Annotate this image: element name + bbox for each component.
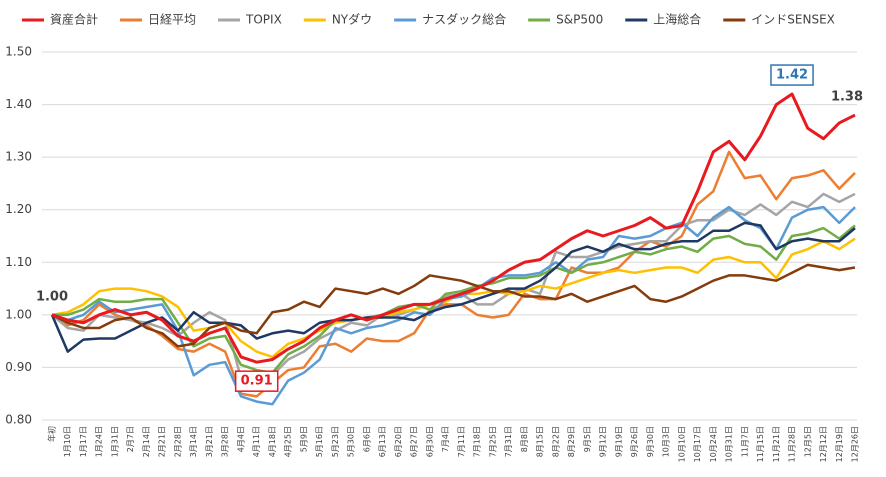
x-tick-label: 5月23日 [331, 426, 340, 457]
legend-item: 資産合計 [22, 12, 98, 27]
y-tick-label: 1.40 [5, 97, 32, 111]
legend-label: 資産合計 [50, 12, 98, 27]
x-tick-label: 4月18日 [268, 426, 277, 457]
x-tick-label: 7月31日 [504, 426, 513, 457]
x-tick-label: 6月6日 [362, 426, 371, 452]
x-tick-label: 11月7日 [740, 426, 749, 457]
x-tick-label: 9月19日 [614, 426, 623, 457]
data-label: 0.91 [234, 370, 279, 392]
data-label-box [770, 64, 814, 86]
series-line [52, 224, 856, 374]
legend-item: インドSENSEX [723, 13, 835, 27]
data-label: 1.00 [36, 289, 68, 304]
x-tick-label: 7月25日 [488, 426, 497, 457]
legend-item: 日経平均 [120, 13, 196, 27]
x-tick-label: 4月11日 [252, 426, 261, 457]
x-tick-label: 5月30日 [347, 426, 356, 457]
x-tick-label: 11月21日 [772, 426, 781, 462]
data-label-text: 1.00 [36, 289, 68, 304]
x-tick-label: 年初 [47, 426, 57, 442]
series-line [51, 263, 856, 348]
x-tick-label: 9月26日 [630, 426, 639, 457]
x-tick-label: 2月21日 [158, 426, 167, 457]
x-tick-label: 5月16日 [315, 426, 324, 457]
y-tick-label: 1.30 [5, 150, 32, 164]
x-tick-label: 2月28日 [173, 426, 182, 457]
y-tick-label: 0.90 [5, 360, 32, 374]
x-tick-label: 7月11日 [457, 426, 466, 457]
x-tick-label: 8月15日 [536, 426, 545, 457]
x-tick-label: 11月15日 [756, 426, 765, 462]
x-tick-label: 6月13日 [378, 426, 387, 457]
legend-label: ナスダック総合 [422, 12, 506, 27]
legend-label: TOPIX [245, 13, 282, 27]
y-tick-label: 1.10 [5, 255, 32, 269]
legend-label: NYダウ [332, 12, 372, 27]
data-label-text: 1.42 [776, 68, 808, 83]
x-tick-label: 9月5日 [583, 426, 592, 452]
series-line [51, 150, 856, 398]
data-label-text: 1.38 [831, 90, 863, 105]
x-tick-label: 2月7日 [126, 426, 135, 452]
x-tick-label: 10月31日 [725, 426, 734, 462]
x-tick-label: 9月30日 [646, 426, 655, 457]
x-tick-label: 8月8日 [520, 426, 529, 452]
legend-item: ナスダック総合 [394, 12, 506, 27]
x-tick-label: 12月19日 [835, 426, 844, 462]
x-tick-label: 10月10日 [677, 426, 686, 462]
x-tick-label: 1月10日 [63, 426, 72, 457]
series-line [50, 221, 856, 353]
x-tick-label: 3月14日 [189, 426, 198, 457]
legend-item: 上海総合 [625, 12, 701, 27]
x-tick-label: 2月14日 [142, 426, 151, 457]
y-tick-label: 1.50 [5, 45, 32, 59]
legend-label: S&P500 [556, 13, 603, 27]
y-tick-label: 1.00 [5, 307, 32, 321]
x-tick-label: 10月17日 [693, 426, 702, 462]
x-tick-label: 1月17日 [79, 426, 88, 457]
x-tick-label: 10月24日 [709, 426, 718, 462]
x-tick-label: 6月20日 [394, 426, 403, 457]
x-tick-label: 12月5日 [803, 426, 812, 457]
data-label: 1.38 [831, 90, 863, 105]
series-line [51, 192, 856, 390]
data-label-text: 0.91 [241, 374, 273, 389]
x-tick-label: 10月3日 [662, 426, 671, 457]
x-tick-label: 9月12日 [599, 426, 608, 457]
x-tick-label: 4月25日 [284, 426, 293, 457]
x-tick-label: 3月28日 [221, 426, 230, 457]
x-tick-label: 8月22日 [551, 426, 560, 457]
x-tick-label: 12月26日 [851, 426, 860, 462]
x-tick-label: 4月4日 [236, 426, 245, 452]
legend-item: NYダウ [303, 12, 372, 27]
x-tick-label: 11月28日 [788, 426, 797, 462]
x-tick-label: 1月31日 [110, 426, 119, 457]
x-tick-label: 1月24日 [95, 426, 104, 457]
x-tick-label: 6月27日 [410, 426, 419, 457]
legend-label: 上海総合 [653, 12, 701, 27]
legend-label: インドSENSEX [751, 13, 835, 27]
data-label-box [234, 370, 279, 392]
x-tick-label: 5月9日 [299, 426, 308, 452]
x-tick-label: 7月18日 [473, 426, 482, 457]
data-label: 1.42 [770, 64, 814, 86]
x-tick-label: 6月30日 [425, 426, 434, 457]
x-tick-label: 12月12日 [819, 426, 828, 462]
y-tick-label: 0.80 [5, 413, 32, 427]
legend-item: S&P500 [528, 13, 603, 27]
legend-label: 日経平均 [148, 13, 196, 27]
y-tick-label: 1.20 [5, 202, 32, 216]
x-tick-label: 7月4日 [441, 426, 450, 452]
x-tick-label: 8月29日 [567, 426, 576, 457]
series-line [51, 92, 856, 364]
legend-item: TOPIX [218, 13, 282, 27]
x-tick-label: 3月21日 [205, 426, 214, 457]
